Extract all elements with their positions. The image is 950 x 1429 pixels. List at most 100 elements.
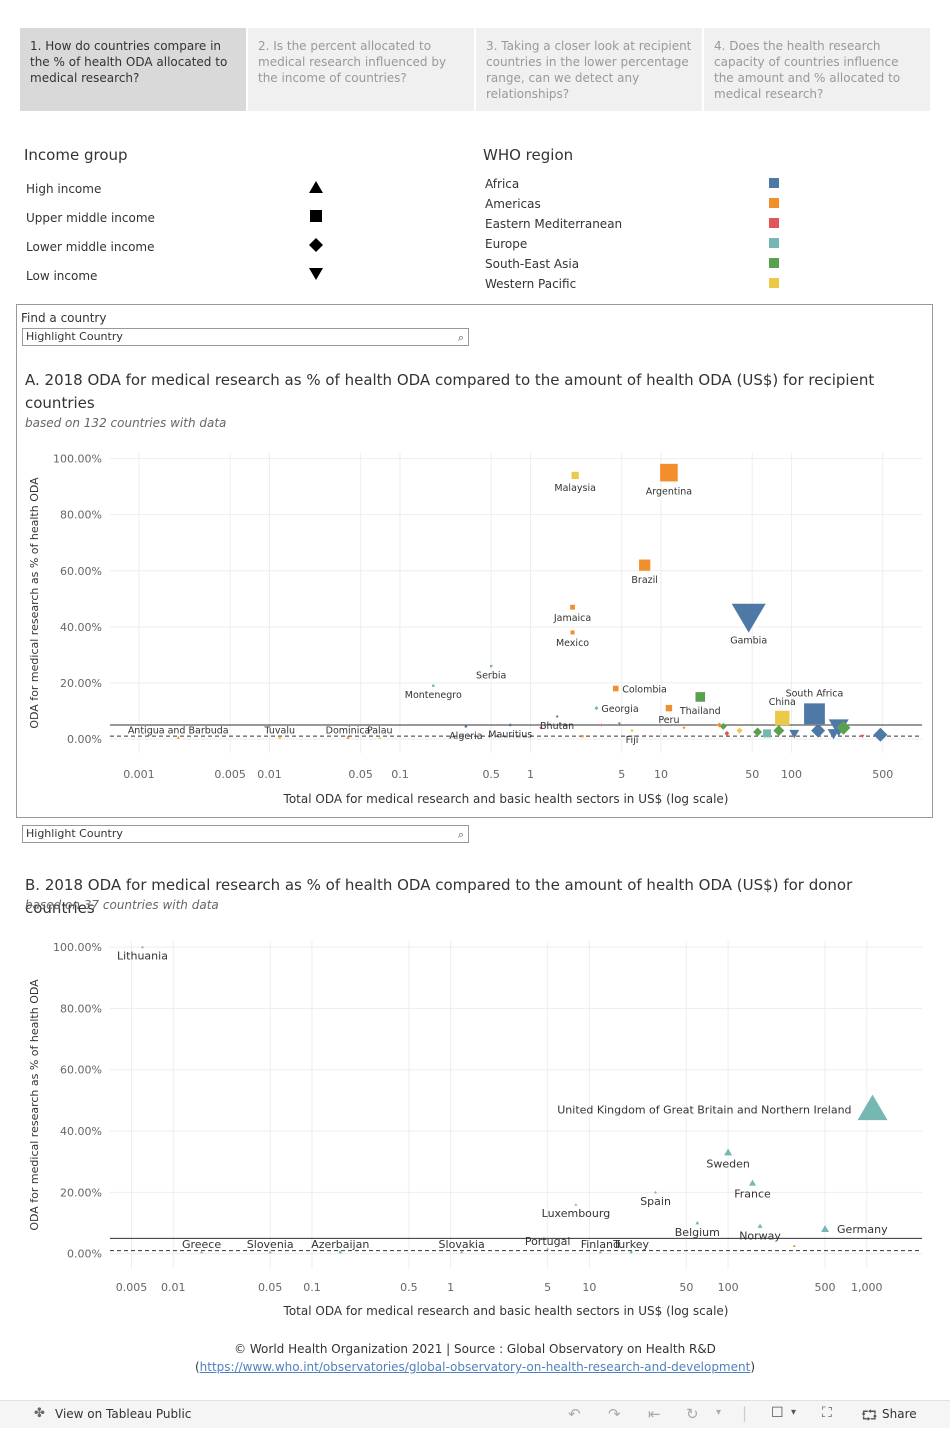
point-dominica[interactable]: [346, 736, 350, 739]
point-greece[interactable]: [200, 1250, 204, 1254]
point-slovakia[interactable]: [460, 1250, 464, 1254]
point-brazil[interactable]: [639, 559, 651, 571]
point-unlabeled[interactable]: [581, 734, 584, 738]
y-axis-label: ODA for medical research as % of health …: [28, 979, 41, 1231]
region-item-south-east-asia[interactable]: South-East Asia: [485, 257, 580, 271]
point-unlabeled[interactable]: [716, 722, 722, 728]
point-belgium[interactable]: [695, 1221, 700, 1225]
point-slovenia[interactable]: [268, 1250, 272, 1254]
point-georgia[interactable]: [594, 706, 599, 711]
point-unlabeled[interactable]: [763, 729, 772, 738]
region-item-africa[interactable]: Africa: [485, 177, 520, 191]
x-tick-label: 0.05: [348, 768, 373, 781]
point-unlabeled[interactable]: [792, 1244, 796, 1248]
point-mexico[interactable]: [570, 630, 575, 635]
point-label: South Africa: [786, 689, 844, 700]
point-label: Belgium: [675, 1226, 720, 1239]
point-luxembourg[interactable]: [574, 1203, 578, 1206]
point-lithuania[interactable]: [140, 945, 144, 949]
point-gambia[interactable]: [731, 603, 766, 633]
region-item-europe[interactable]: Europe: [485, 237, 528, 251]
tab-1[interactable]: 1. How do countries compare in the % of …: [20, 28, 246, 111]
x-tick-label: 5: [618, 768, 625, 781]
point-montenegro[interactable]: [432, 684, 435, 687]
point-serbia[interactable]: [489, 664, 493, 668]
refresh-icon[interactable]: ↻: [686, 1405, 699, 1423]
income-item-upper-middle[interactable]: Upper middle income: [26, 211, 155, 225]
x-tick-label: 0.01: [161, 1281, 186, 1294]
point-finland[interactable]: [598, 1250, 602, 1254]
point-palau[interactable]: [378, 736, 382, 739]
point-germany[interactable]: [821, 1225, 830, 1232]
comment-icon[interactable]: ☐: [771, 1405, 784, 1421]
point-spain[interactable]: [654, 1190, 658, 1194]
region-item-americas[interactable]: Americas: [485, 197, 541, 211]
share-icon[interactable]: ⮔: [861, 1408, 878, 1424]
point-united-kingdom-of-great-britain-and-northern-ireland[interactable]: [857, 1094, 888, 1121]
point-unlabeled[interactable]: [789, 729, 800, 739]
point-unlabeled[interactable]: [827, 729, 840, 740]
point-unlabeled[interactable]: [724, 730, 730, 736]
point-unlabeled[interactable]: [811, 723, 826, 738]
point-thailand[interactable]: [695, 692, 706, 702]
point-tuvalu[interactable]: [278, 736, 281, 739]
point-turkey[interactable]: [629, 1250, 633, 1254]
point-peru[interactable]: [665, 704, 673, 712]
point-label: Brazil: [631, 575, 658, 586]
point-unlabeled[interactable]: [736, 727, 743, 734]
point-portugal[interactable]: [546, 1247, 550, 1251]
x-tick-label: 0.001: [123, 768, 155, 781]
y-tick-label: 0.00%: [67, 733, 102, 746]
search-input-b[interactable]: Highlight Country ⌕: [22, 825, 469, 843]
point-china[interactable]: [775, 710, 790, 726]
income-item-high[interactable]: High income: [26, 182, 102, 196]
point-algeria[interactable]: [464, 725, 468, 728]
point-unlabeled[interactable]: [682, 726, 686, 730]
region-item-western-pacific[interactable]: Western Pacific: [485, 277, 577, 291]
point-label: Azerbaijan: [311, 1238, 369, 1251]
point-france[interactable]: [749, 1179, 757, 1186]
point-sweden[interactable]: [724, 1148, 733, 1156]
revert-icon[interactable]: ⇤: [648, 1405, 661, 1423]
point-unlabeled[interactable]: [539, 726, 543, 730]
diamond-icon: [309, 238, 323, 252]
point-unlabeled[interactable]: [753, 727, 763, 737]
point-south-africa[interactable]: [804, 703, 825, 725]
view-on-tableau-link[interactable]: View on Tableau Public: [55, 1407, 192, 1421]
point-unlabeled[interactable]: [836, 720, 851, 735]
point-colombia[interactable]: [612, 685, 619, 692]
comment-dropdown-icon[interactable]: ▾: [791, 1407, 797, 1418]
point-unlabeled[interactable]: [643, 735, 647, 738]
point-unlabeled[interactable]: [773, 725, 785, 737]
point-argentina[interactable]: [660, 463, 678, 482]
source-link[interactable]: https://www.who.int/observatories/global…: [199, 1360, 751, 1374]
y-tick-label: 20.00%: [60, 677, 102, 690]
point-fiji[interactable]: [630, 729, 634, 732]
point-malaysia[interactable]: [571, 471, 579, 480]
point-label: Montenegro: [405, 690, 462, 701]
point-unlabeled[interactable]: [617, 722, 621, 726]
region-item-eastern-mediterranean[interactable]: Eastern Mediterranean: [485, 217, 623, 231]
tab-2[interactable]: 2. Is the percent allocated to medical r…: [248, 28, 474, 111]
fullscreen-icon[interactable]: ⛶: [822, 1405, 832, 1421]
point-unlabeled[interactable]: [860, 734, 865, 739]
point-jamaica[interactable]: [570, 604, 575, 610]
tab-3[interactable]: 3. Taking a closer look at recipient cou…: [476, 28, 702, 111]
income-item-lower-middle[interactable]: Lower middle income: [26, 240, 155, 254]
point-mauritius[interactable]: [509, 723, 512, 727]
point-unlabeled[interactable]: [873, 727, 888, 742]
search-input-a[interactable]: Highlight Country ⌕: [22, 328, 469, 346]
point-antigua-and-barbuda[interactable]: [176, 736, 180, 739]
share-button[interactable]: Share: [882, 1407, 917, 1421]
redo-icon[interactable]: ↷: [608, 1405, 621, 1423]
point-unlabeled[interactable]: [719, 722, 727, 730]
tab-4[interactable]: 4. Does the health research capacity of …: [704, 28, 930, 111]
point-norway[interactable]: [757, 1223, 763, 1228]
point-bhutan[interactable]: [555, 715, 559, 719]
income-item-low[interactable]: Low income: [26, 269, 98, 283]
x-tick-label: 0.1: [391, 768, 409, 781]
pause-dropdown-icon[interactable]: ▾: [716, 1407, 722, 1418]
undo-icon[interactable]: ↶: [568, 1405, 581, 1423]
point-azerbaijan[interactable]: [339, 1250, 342, 1254]
point-unlabeled[interactable]: [599, 723, 603, 727]
